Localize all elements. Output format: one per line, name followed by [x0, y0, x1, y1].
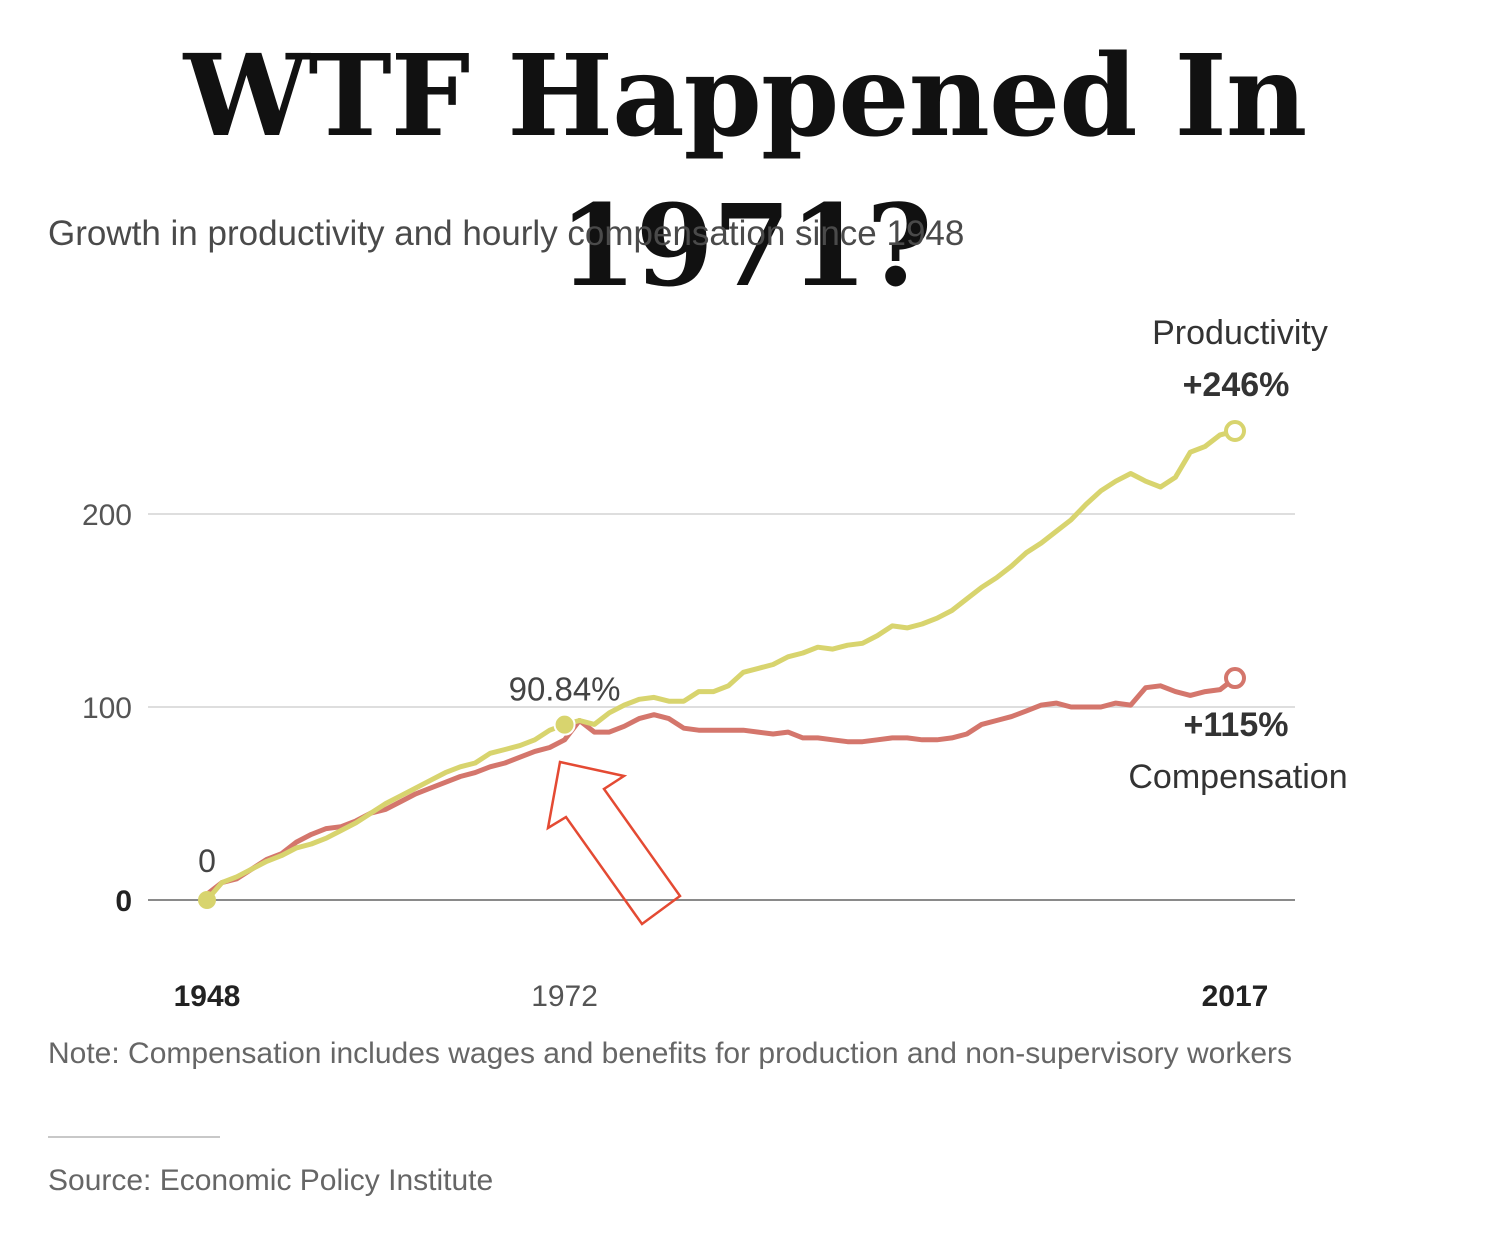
productivity-change: +246% — [1183, 366, 1290, 404]
mark-1972-marker — [553, 713, 576, 736]
productivity-end-marker — [1224, 420, 1246, 443]
annotation-arrow — [546, 760, 682, 926]
annotations: 0 90.84% Productivity +246% +115% Compensatio… — [198, 314, 1348, 879]
y-tick-label: 200 — [82, 499, 132, 532]
y-tick-label: 100 — [82, 692, 132, 725]
x-tick-label: 1972 — [531, 980, 598, 1013]
x-tick-label: 2017 — [1202, 980, 1269, 1013]
compensation-end-marker — [1224, 667, 1246, 690]
productivity-label: Productivity — [1152, 314, 1328, 352]
compensation-label: Compensation — [1128, 758, 1347, 796]
series-line-productivity — [204, 428, 1238, 903]
series-lines — [198, 420, 1246, 909]
start-value-label: 0 — [198, 843, 216, 879]
series-line-compensation — [204, 675, 1238, 897]
chart-source: Source: Economic Policy Institute — [48, 1164, 494, 1197]
x-axis: 1948 1972 2017 — [174, 980, 1269, 1013]
chart-note: Note: Compensation includes wages and be… — [48, 1037, 1293, 1070]
divider — [48, 1136, 220, 1138]
chart-title: Growth in productivity and hourly compen… — [48, 214, 965, 253]
mark-value-label: 90.84% — [509, 671, 621, 708]
y-axis: 0 100 200 — [82, 499, 132, 918]
headline: WTF Happened In 1971? — [183, 31, 1308, 312]
line-chart: 0 100 200 1948 1972 2017 0 90.84% Productivity… — [82, 314, 1348, 1013]
arrow-icon — [546, 760, 682, 926]
compensation-change: +115% — [1184, 706, 1289, 744]
x-tick-label: 1948 — [174, 980, 241, 1013]
start-marker — [198, 891, 216, 909]
y-tick-label: 0 — [115, 885, 132, 918]
